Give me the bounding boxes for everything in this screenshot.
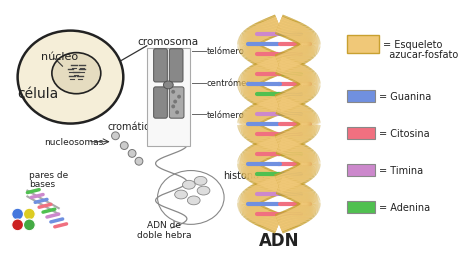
Text: célula: célula: [18, 86, 59, 100]
Circle shape: [135, 158, 143, 166]
Text: azucar-fosfato: azucar-fosfato: [383, 49, 458, 59]
Ellipse shape: [187, 196, 200, 205]
Bar: [347, 165, 375, 176]
FancyBboxPatch shape: [154, 50, 167, 83]
Text: cromátidas: cromátidas: [108, 121, 162, 132]
Text: = Adenina: = Adenina: [379, 202, 430, 212]
Ellipse shape: [194, 177, 207, 185]
Text: bases: bases: [29, 180, 55, 188]
FancyBboxPatch shape: [154, 88, 167, 119]
Circle shape: [173, 100, 177, 104]
Circle shape: [177, 95, 181, 99]
Text: pares de: pares de: [29, 171, 69, 180]
Text: telómero: telómero: [207, 47, 245, 56]
Text: = Citosina: = Citosina: [379, 128, 429, 138]
Circle shape: [171, 105, 175, 109]
Text: G: G: [14, 220, 21, 229]
Circle shape: [175, 111, 179, 115]
Text: C: C: [26, 210, 32, 219]
Ellipse shape: [175, 190, 187, 199]
FancyBboxPatch shape: [169, 88, 184, 119]
Bar: [347, 90, 375, 102]
Ellipse shape: [197, 186, 210, 195]
Bar: [147, 49, 190, 146]
Text: ADN de
doble hebra: ADN de doble hebra: [137, 220, 191, 240]
Text: ADN: ADN: [259, 231, 299, 249]
Bar: [347, 128, 375, 139]
Text: T: T: [27, 220, 32, 229]
Text: telómero: telómero: [207, 110, 245, 119]
Circle shape: [24, 219, 35, 231]
Circle shape: [171, 90, 175, 94]
Text: nucleosomas: nucleosomas: [44, 138, 103, 147]
Text: = Esqueleto: = Esqueleto: [383, 40, 442, 50]
Circle shape: [12, 208, 24, 220]
Circle shape: [128, 150, 136, 158]
Text: = Timina: = Timina: [379, 165, 423, 175]
Bar: [347, 36, 379, 53]
Circle shape: [111, 132, 119, 140]
Circle shape: [12, 219, 24, 231]
Text: A: A: [14, 210, 21, 219]
Circle shape: [120, 142, 128, 150]
Text: = Guanina: = Guanina: [379, 91, 431, 101]
Ellipse shape: [18, 31, 123, 124]
Text: histonas: histonas: [223, 170, 264, 180]
Circle shape: [24, 208, 35, 220]
Ellipse shape: [52, 53, 101, 94]
Text: centrómero: centrómero: [207, 79, 255, 88]
Bar: [347, 202, 375, 213]
Ellipse shape: [164, 82, 173, 89]
FancyBboxPatch shape: [169, 50, 183, 83]
Text: núcleo: núcleo: [41, 51, 78, 61]
Ellipse shape: [182, 181, 195, 189]
Text: cromosoma: cromosoma: [138, 37, 199, 47]
